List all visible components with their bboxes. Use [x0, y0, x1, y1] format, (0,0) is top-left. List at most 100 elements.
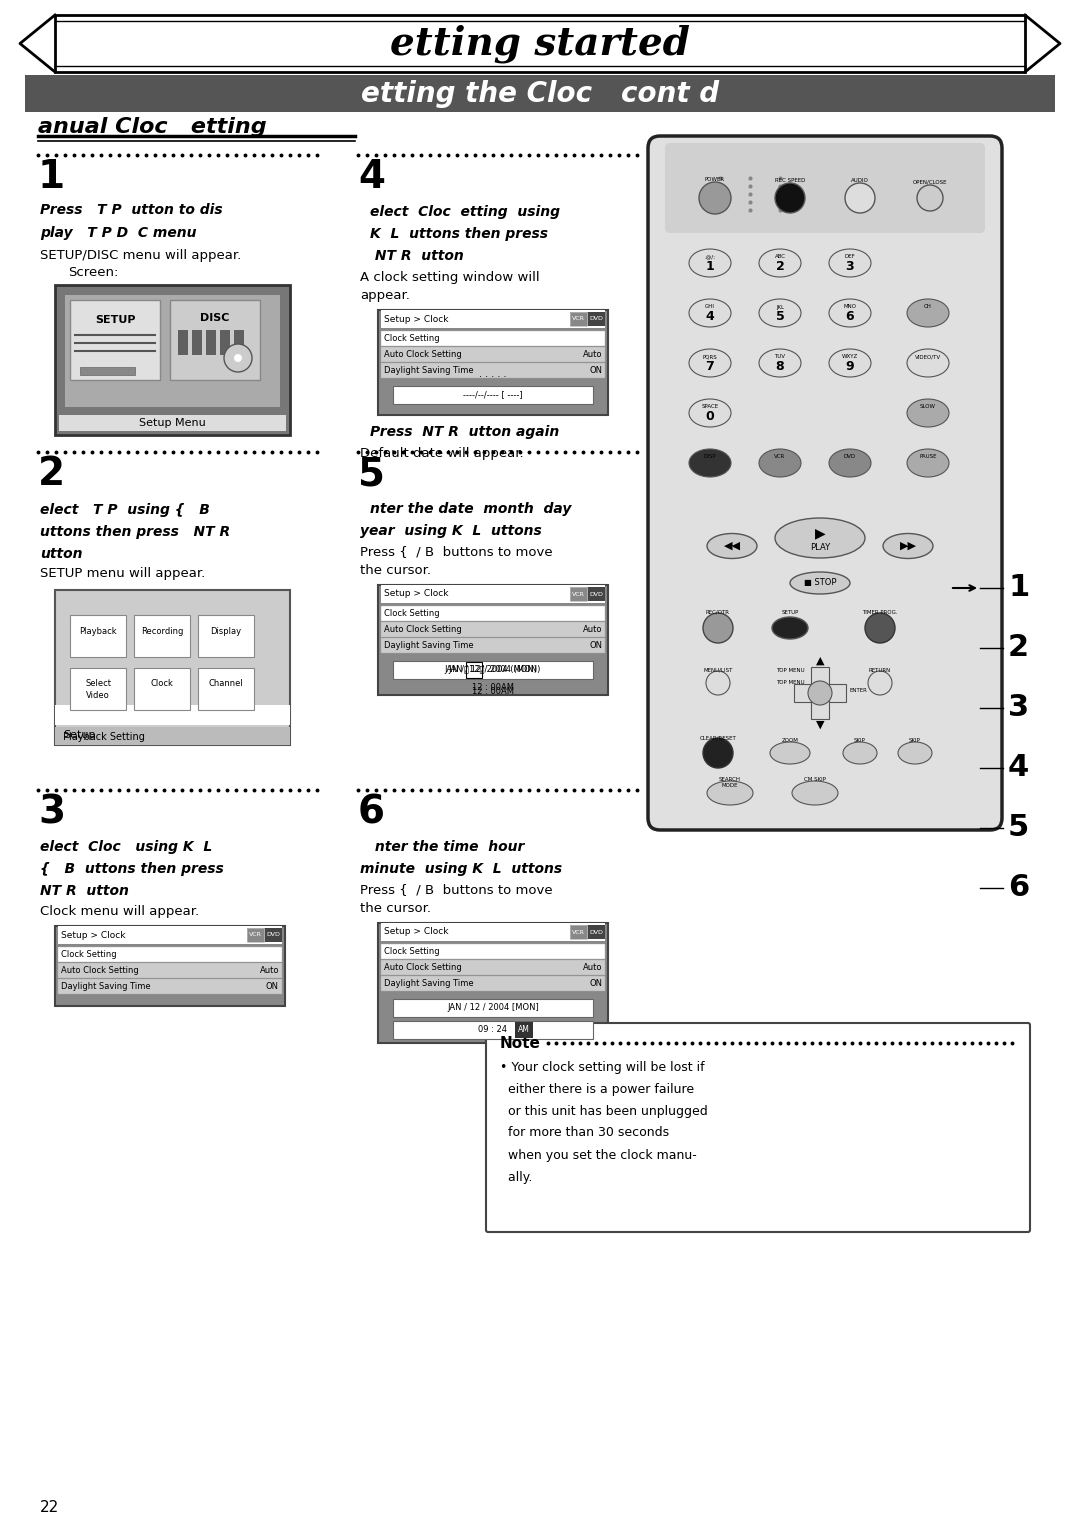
Text: appear.: appear.	[360, 288, 410, 302]
Ellipse shape	[707, 781, 753, 806]
Ellipse shape	[707, 534, 757, 559]
Ellipse shape	[770, 742, 810, 765]
Text: TOP MENU: TOP MENU	[775, 668, 805, 673]
Circle shape	[845, 183, 875, 214]
Bar	[393, 1000, 593, 1016]
Text: REC/OTR: REC/OTR	[706, 610, 730, 615]
Text: ----/--/---- [ ----]: ----/--/---- [ ----]	[463, 391, 523, 400]
Text: SKIP: SKIP	[854, 739, 866, 743]
Text: 9: 9	[846, 360, 854, 374]
Text: or this unit has been unplugged: or this unit has been unplugged	[500, 1105, 707, 1117]
Text: 3: 3	[846, 261, 854, 273]
Bar	[65, 295, 280, 407]
Text: 2: 2	[1008, 633, 1029, 662]
Text: 2: 2	[775, 261, 784, 273]
Text: ◀◀: ◀◀	[724, 542, 741, 551]
Text: ENTER: ENTER	[850, 688, 868, 693]
Bar	[381, 623, 605, 636]
Bar	[55, 705, 291, 725]
Circle shape	[865, 613, 895, 642]
Text: VCR: VCR	[774, 455, 785, 459]
Text: Daylight Saving Time: Daylight Saving Time	[384, 980, 474, 987]
Text: etting started: etting started	[390, 24, 690, 63]
Bar	[25, 75, 1055, 111]
Text: Auto: Auto	[582, 963, 602, 972]
Text: Auto Clock Setting: Auto Clock Setting	[384, 349, 462, 359]
Text: MNO: MNO	[843, 305, 856, 310]
Text: Setup Menu: Setup Menu	[139, 418, 206, 427]
Text: ■ STOP: ■ STOP	[804, 578, 836, 588]
Ellipse shape	[829, 349, 870, 377]
Text: 8: 8	[775, 360, 784, 374]
Text: either there is a power failure: either there is a power failure	[500, 1082, 694, 1096]
Bar	[381, 606, 605, 621]
Text: 5: 5	[357, 455, 384, 493]
Bar	[570, 311, 588, 327]
Text: RETURN: RETURN	[869, 668, 891, 673]
Ellipse shape	[689, 249, 731, 278]
Text: Clock Setting: Clock Setting	[384, 609, 440, 618]
Bar	[58, 963, 282, 978]
Text: NT R  utton: NT R utton	[40, 884, 129, 897]
Text: ON: ON	[589, 366, 602, 375]
Text: 6: 6	[1008, 873, 1029, 902]
Ellipse shape	[689, 299, 731, 327]
Text: SETUP menu will appear.: SETUP menu will appear.	[40, 568, 205, 580]
Ellipse shape	[829, 449, 870, 478]
Text: DVD: DVD	[589, 592, 603, 597]
Text: TOP MENU: TOP MENU	[775, 681, 805, 685]
Text: Auto Clock Setting: Auto Clock Setting	[384, 963, 462, 972]
Ellipse shape	[829, 299, 870, 327]
Bar	[811, 667, 828, 719]
Text: etting the Cloc   cont d: etting the Cloc cont d	[361, 79, 719, 107]
Bar	[206, 330, 216, 356]
Text: MENU/LIST: MENU/LIST	[703, 668, 732, 673]
Bar	[55, 591, 291, 745]
Text: {   B  uttons then press: { B uttons then press	[40, 862, 224, 876]
Ellipse shape	[689, 349, 731, 377]
Bar	[170, 301, 260, 380]
Text: Auto Clock Setting: Auto Clock Setting	[384, 626, 462, 633]
Text: A clock setting window will: A clock setting window will	[360, 270, 540, 284]
Ellipse shape	[759, 349, 801, 377]
Bar	[393, 661, 593, 679]
Bar	[70, 301, 160, 380]
Text: 0: 0	[705, 410, 714, 424]
Text: 12 : 00AM: 12 : 00AM	[472, 684, 514, 693]
Text: elect   T P  using {   B: elect T P using { B	[40, 504, 210, 517]
Text: 1: 1	[38, 159, 65, 195]
Ellipse shape	[907, 299, 949, 327]
Text: PQRS: PQRS	[703, 354, 717, 360]
Text: .@/:: .@/:	[704, 255, 715, 259]
Text: ABC: ABC	[774, 255, 785, 259]
Text: Clock Setting: Clock Setting	[384, 948, 440, 955]
Bar	[570, 588, 588, 601]
Text: Clock menu will appear.: Clock menu will appear.	[40, 905, 199, 917]
Text: Press {  / B  buttons to move: Press { / B buttons to move	[360, 545, 553, 559]
Bar	[55, 285, 291, 435]
Text: 3: 3	[38, 794, 65, 832]
Text: Setup > Clock: Setup > Clock	[384, 314, 448, 324]
Text: DVD: DVD	[589, 316, 603, 322]
Text: Clock: Clock	[150, 679, 174, 688]
Ellipse shape	[689, 398, 731, 427]
Text: 4: 4	[357, 159, 384, 195]
Bar	[220, 330, 230, 356]
Ellipse shape	[792, 781, 838, 806]
Bar	[55, 726, 291, 745]
Text: ON: ON	[589, 980, 602, 987]
Text: ON: ON	[589, 641, 602, 650]
Bar	[381, 977, 605, 990]
Bar	[570, 588, 605, 601]
Text: DEF: DEF	[845, 255, 855, 259]
Ellipse shape	[897, 742, 932, 765]
Text: SKIP: SKIP	[909, 739, 921, 743]
Text: Press   T P  utton to dis: Press T P utton to dis	[40, 203, 222, 217]
Text: Playback Setting: Playback Setting	[63, 732, 145, 742]
Circle shape	[699, 182, 731, 214]
Bar	[234, 330, 244, 356]
Bar	[247, 928, 282, 942]
FancyBboxPatch shape	[486, 1022, 1030, 1231]
Circle shape	[808, 681, 832, 705]
Text: TIMER PROG.: TIMER PROG.	[862, 610, 897, 615]
